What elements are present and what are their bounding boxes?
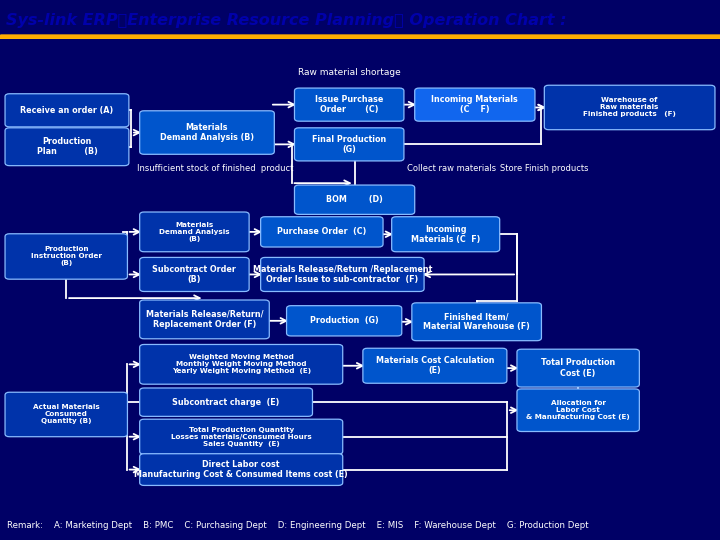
Text: Collect raw materials: Collect raw materials: [407, 164, 496, 173]
Bar: [0, 36, 720, 37]
FancyBboxPatch shape: [5, 94, 129, 127]
Text: Store Finish products: Store Finish products: [500, 164, 589, 173]
Bar: [0, 36, 720, 38]
Text: Subcontract Order
(B): Subcontract Order (B): [153, 265, 236, 284]
FancyBboxPatch shape: [294, 88, 404, 121]
FancyBboxPatch shape: [140, 419, 343, 454]
FancyBboxPatch shape: [140, 388, 312, 416]
Text: Materials Cost Calculation
(E): Materials Cost Calculation (E): [376, 356, 494, 375]
Text: Production
Instruction Order
(B): Production Instruction Order (B): [31, 246, 102, 266]
FancyBboxPatch shape: [287, 306, 402, 336]
Text: Total Production
Cost (E): Total Production Cost (E): [541, 359, 616, 378]
Bar: [0, 36, 720, 38]
Text: Finished Item/
Material Warehouse (F): Finished Item/ Material Warehouse (F): [423, 312, 530, 332]
Bar: [0, 36, 720, 38]
FancyBboxPatch shape: [363, 348, 507, 383]
Text: Incoming Materials
(C    F): Incoming Materials (C F): [431, 95, 518, 114]
FancyBboxPatch shape: [140, 345, 343, 384]
FancyBboxPatch shape: [517, 349, 639, 387]
Bar: [0, 37, 720, 39]
Text: Purchase Order  (C): Purchase Order (C): [277, 227, 366, 237]
Text: Insufficient stock of finished  product: Insufficient stock of finished product: [137, 164, 293, 173]
Text: Incoming
Materials (C  F): Incoming Materials (C F): [411, 225, 480, 244]
Text: Materials Release/Return/
Replacement Order (F): Materials Release/Return/ Replacement Or…: [145, 310, 264, 329]
Text: Issue Purchase
Order       (C): Issue Purchase Order (C): [315, 95, 383, 114]
Bar: [0, 36, 720, 37]
FancyBboxPatch shape: [140, 111, 274, 154]
Text: Remark:    A: Marketing Dept    B: PMC    C: Purchasing Dept    D: Engineering D: Remark: A: Marketing Dept B: PMC C: Purc…: [7, 522, 589, 530]
FancyBboxPatch shape: [140, 454, 343, 485]
Text: Warehouse of
Raw materials
Finished products   (F): Warehouse of Raw materials Finished prod…: [583, 98, 676, 118]
FancyBboxPatch shape: [412, 303, 541, 341]
Bar: [0, 36, 720, 38]
Bar: [0, 36, 720, 38]
Bar: [0, 37, 720, 38]
Text: Weighted Moving Method
Monthly Weight Moving Method
Yearly Weight Moving Method : Weighted Moving Method Monthly Weight Mo…: [171, 354, 311, 374]
Text: Actual Materials
Consumed
Quantity (B): Actual Materials Consumed Quantity (B): [33, 404, 99, 424]
Bar: [0, 37, 720, 39]
Bar: [0, 35, 720, 37]
FancyBboxPatch shape: [140, 258, 249, 292]
Text: Production
Plan          (B): Production Plan (B): [37, 137, 97, 157]
Text: Production  (G): Production (G): [310, 316, 379, 325]
FancyBboxPatch shape: [261, 258, 424, 292]
Bar: [0, 37, 720, 38]
Bar: [0, 36, 720, 38]
Text: Sys-link ERP（Enterprise Resource Planning） Operation Chart :: Sys-link ERP（Enterprise Resource Plannin…: [6, 13, 566, 28]
Bar: [0, 36, 720, 37]
FancyBboxPatch shape: [294, 128, 404, 161]
Bar: [0, 35, 720, 37]
Text: Receive an order (A): Receive an order (A): [20, 106, 114, 115]
FancyBboxPatch shape: [415, 88, 535, 121]
Bar: [0, 36, 720, 38]
Text: Materials
Demand Analysis
(B): Materials Demand Analysis (B): [159, 222, 230, 242]
Bar: [0, 35, 720, 37]
FancyBboxPatch shape: [517, 389, 639, 431]
FancyBboxPatch shape: [140, 212, 249, 252]
FancyBboxPatch shape: [544, 85, 715, 130]
FancyBboxPatch shape: [5, 392, 127, 437]
Text: Raw material shortage: Raw material shortage: [298, 68, 400, 77]
Bar: [0, 36, 720, 38]
Text: Allocation for
Labor Cost
& Manufacturing Cost (E): Allocation for Labor Cost & Manufacturin…: [526, 400, 630, 420]
FancyBboxPatch shape: [261, 217, 383, 247]
FancyBboxPatch shape: [294, 185, 415, 214]
FancyBboxPatch shape: [5, 234, 127, 279]
Text: Subcontract charge  (E): Subcontract charge (E): [172, 397, 280, 407]
Text: Total Production Quantity
Losses materials/Consumed Hours
Sales Quantity  (E): Total Production Quantity Losses materia…: [171, 427, 312, 447]
FancyBboxPatch shape: [392, 217, 500, 252]
Text: Materials Release/Return /Replacement
Order Issue to sub-contractor  (F): Materials Release/Return /Replacement Or…: [253, 265, 432, 284]
FancyBboxPatch shape: [5, 128, 129, 166]
FancyBboxPatch shape: [140, 300, 269, 339]
Bar: [0, 36, 720, 38]
Text: BOM        (D): BOM (D): [326, 195, 383, 204]
Text: Direct Labor cost
Manufacturing Cost & Consumed Items cost (E): Direct Labor cost Manufacturing Cost & C…: [135, 460, 348, 480]
Text: Final Production
(G): Final Production (G): [312, 134, 387, 154]
Bar: [0, 37, 720, 39]
Text: Materials
Demand Analysis (B): Materials Demand Analysis (B): [160, 123, 254, 142]
